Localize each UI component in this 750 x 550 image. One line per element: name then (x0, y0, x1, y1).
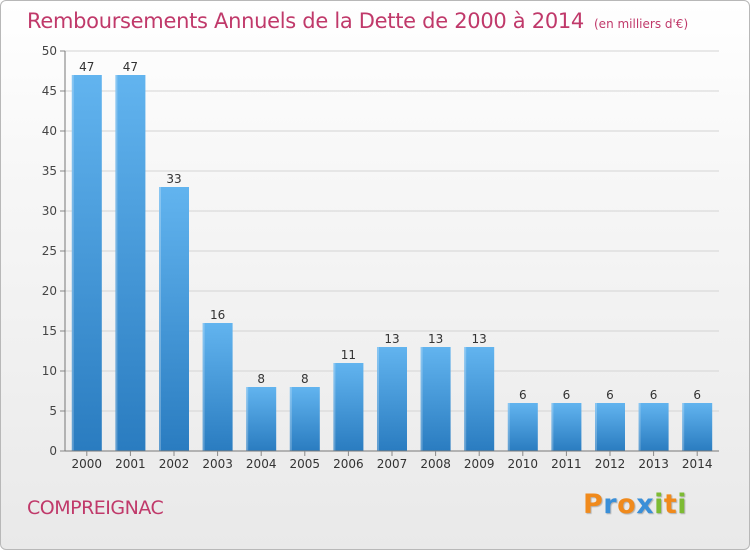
y-tick-label: 50 (42, 44, 57, 58)
chart-unit: (en milliers d'€) (594, 17, 689, 31)
chart-title-text: Remboursements Annuels de la Dette de 20… (27, 9, 584, 33)
x-tick-label: 2006 (333, 457, 364, 471)
logo-letter: i (677, 489, 688, 520)
bar-value-label: 11 (341, 348, 356, 362)
bar-value-label: 13 (384, 332, 399, 346)
bar (638, 403, 669, 451)
bar-value-label: 6 (563, 388, 571, 402)
bar-value-label: 8 (301, 372, 309, 386)
bar-value-label: 6 (606, 388, 614, 402)
bar-highlight (202, 323, 205, 451)
y-tick-label: 25 (42, 244, 57, 258)
logo-letter: o (617, 489, 637, 520)
bar-highlight (595, 403, 597, 451)
bar-value-label: 6 (693, 388, 701, 402)
bar-highlight (507, 403, 510, 451)
x-tick-label: 2005 (290, 457, 321, 471)
x-tick-label: 2011 (551, 457, 582, 471)
bar (159, 187, 189, 451)
x-tick-label: 2003 (202, 457, 233, 471)
bar-highlight (289, 387, 292, 451)
y-tick-label: 45 (42, 84, 57, 98)
bar-value-label: 8 (257, 372, 265, 386)
y-tick-label: 35 (42, 164, 57, 178)
bar-highlight (551, 403, 554, 451)
logo-letter: x (636, 489, 655, 520)
x-tick-label: 2014 (682, 457, 713, 471)
bar (246, 387, 277, 451)
bar (377, 347, 407, 451)
labels: 0 5 10 15 20 25 30 35 40 45 50 47 2000 47 2001 33 2002 16… (42, 44, 713, 471)
y-tick-label: 5 (49, 404, 57, 418)
bar (333, 363, 364, 451)
bar-value-label: 6 (519, 388, 527, 402)
bar-value-label: 33 (166, 172, 181, 186)
y-tick-label: 15 (42, 324, 57, 338)
bar-highlight (638, 403, 641, 451)
commune-name: COMPREIGNAC (27, 497, 164, 519)
bar (464, 347, 495, 451)
bar (289, 387, 320, 451)
bar-highlight (159, 187, 161, 451)
bar (551, 403, 582, 451)
bar (115, 75, 146, 451)
x-tick-label: 2004 (246, 457, 277, 471)
bar (682, 403, 713, 451)
bar (595, 403, 625, 451)
y-tick-label: 20 (42, 284, 57, 298)
x-tick-label: 2000 (72, 457, 103, 471)
chart-title: Remboursements Annuels de la Dette de 20… (27, 9, 688, 33)
bar-highlight (246, 387, 249, 451)
bar-highlight (71, 75, 74, 451)
y-tick-label: 30 (42, 204, 57, 218)
axes (60, 50, 719, 456)
bar-highlight (420, 347, 423, 451)
bar-highlight (377, 347, 379, 451)
y-tick-label: 0 (49, 444, 57, 458)
bar-value-label: 13 (428, 332, 443, 346)
bar-highlight (115, 75, 118, 451)
bar-value-label: 6 (650, 388, 658, 402)
x-tick-label: 2009 (464, 457, 495, 471)
x-tick-label: 2013 (638, 457, 669, 471)
bar (71, 75, 102, 451)
x-tick-label: 2001 (115, 457, 146, 471)
bar-value-label: 16 (210, 308, 225, 322)
bar-value-label: 47 (123, 60, 138, 74)
bar-highlight (464, 347, 467, 451)
bar-highlight (682, 403, 685, 451)
y-tick-label: 40 (42, 124, 57, 138)
bar (507, 403, 538, 451)
x-tick-label: 2010 (508, 457, 539, 471)
x-tick-label: 2002 (159, 457, 190, 471)
bar-value-label: 13 (472, 332, 487, 346)
logo-letter: i (654, 489, 664, 520)
bars (71, 75, 713, 451)
y-tick-label: 10 (42, 364, 57, 378)
bar (202, 323, 233, 451)
logo-letter: r (603, 489, 618, 520)
x-tick-label: 2012 (595, 457, 626, 471)
bar (420, 347, 451, 451)
logo-letter: t (663, 489, 678, 520)
bar-value-label: 47 (79, 60, 94, 74)
x-tick-label: 2007 (377, 457, 408, 471)
proxiti-logo: Proxiti (583, 489, 687, 520)
x-tick-label: 2008 (420, 457, 451, 471)
bar-highlight (333, 363, 336, 451)
logo-letter: P (583, 489, 604, 520)
